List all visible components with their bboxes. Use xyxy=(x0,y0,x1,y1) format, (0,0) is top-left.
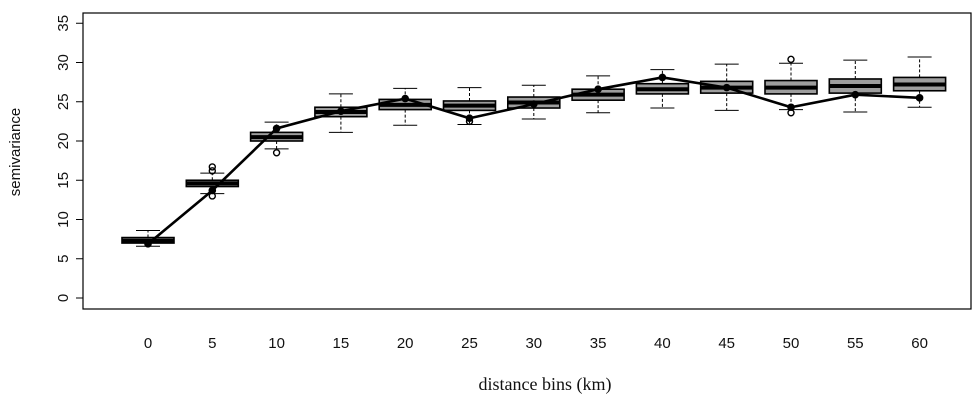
trend-point-60 xyxy=(915,94,924,102)
outlier-point xyxy=(272,149,281,157)
box-40 xyxy=(635,69,690,109)
x-tick-label-35: 35 xyxy=(590,335,607,352)
trend-point-20 xyxy=(401,94,410,103)
box-25 xyxy=(442,87,497,126)
x-axis-title: distance bins (km) xyxy=(479,374,612,395)
y-tick-label-20: 20 xyxy=(55,133,72,150)
box-50 xyxy=(764,55,818,117)
trend-point-25 xyxy=(465,114,474,123)
trend-point-5 xyxy=(208,186,217,195)
box-20 xyxy=(378,87,433,126)
trend-point-35 xyxy=(594,85,602,93)
x-tick-label-0: 0 xyxy=(144,335,152,352)
y-tick-label-15: 15 xyxy=(55,172,72,189)
outlier-point xyxy=(787,55,795,64)
x-tick-label-60: 60 xyxy=(911,335,928,352)
trend-point-0 xyxy=(144,240,152,248)
outlier-point xyxy=(208,163,217,171)
outlier-point xyxy=(208,167,217,175)
x-tick-label-40: 40 xyxy=(654,335,671,352)
plot-frame xyxy=(82,12,972,310)
x-tick-label-15: 15 xyxy=(333,335,350,352)
box-60 xyxy=(892,56,947,108)
trend-point-15 xyxy=(337,107,345,115)
x-tick-label-55: 55 xyxy=(847,335,864,352)
y-tick-label-0: 0 xyxy=(55,294,72,302)
y-axis: 0 5 10 15 20 25 30 35 xyxy=(55,15,83,302)
box-5 xyxy=(185,163,240,200)
trend-point-50 xyxy=(787,103,795,112)
x-tick-label-50: 50 xyxy=(783,335,800,352)
x-tick-label-10: 10 xyxy=(268,335,285,352)
x-tick-label-30: 30 xyxy=(525,335,542,352)
y-axis-title: semivariance xyxy=(7,108,24,196)
trend-point-55 xyxy=(851,90,860,99)
y-tick-label-25: 25 xyxy=(55,93,72,110)
box-55 xyxy=(828,59,883,113)
y-tick-label-10: 10 xyxy=(55,211,72,228)
x-tick-label-5: 5 xyxy=(208,335,216,352)
box-series xyxy=(121,55,947,247)
x-tick-label-25: 25 xyxy=(461,335,478,352)
x-axis: 0 5 10 15 20 25 30 35 40 45 50 55 60 xyxy=(144,335,928,352)
trend-line-series xyxy=(144,73,924,248)
x-tick-label-20: 20 xyxy=(397,335,414,352)
y-tick-label-35: 35 xyxy=(55,15,72,32)
y-tick-label-30: 30 xyxy=(55,54,72,71)
trend-point-10 xyxy=(272,124,281,133)
trend-point-45 xyxy=(722,83,731,92)
trend-point-40 xyxy=(658,73,667,82)
trend-point-30 xyxy=(530,100,538,108)
x-tick-label-45: 45 xyxy=(718,335,735,352)
y-tick-label-5: 5 xyxy=(55,255,72,263)
